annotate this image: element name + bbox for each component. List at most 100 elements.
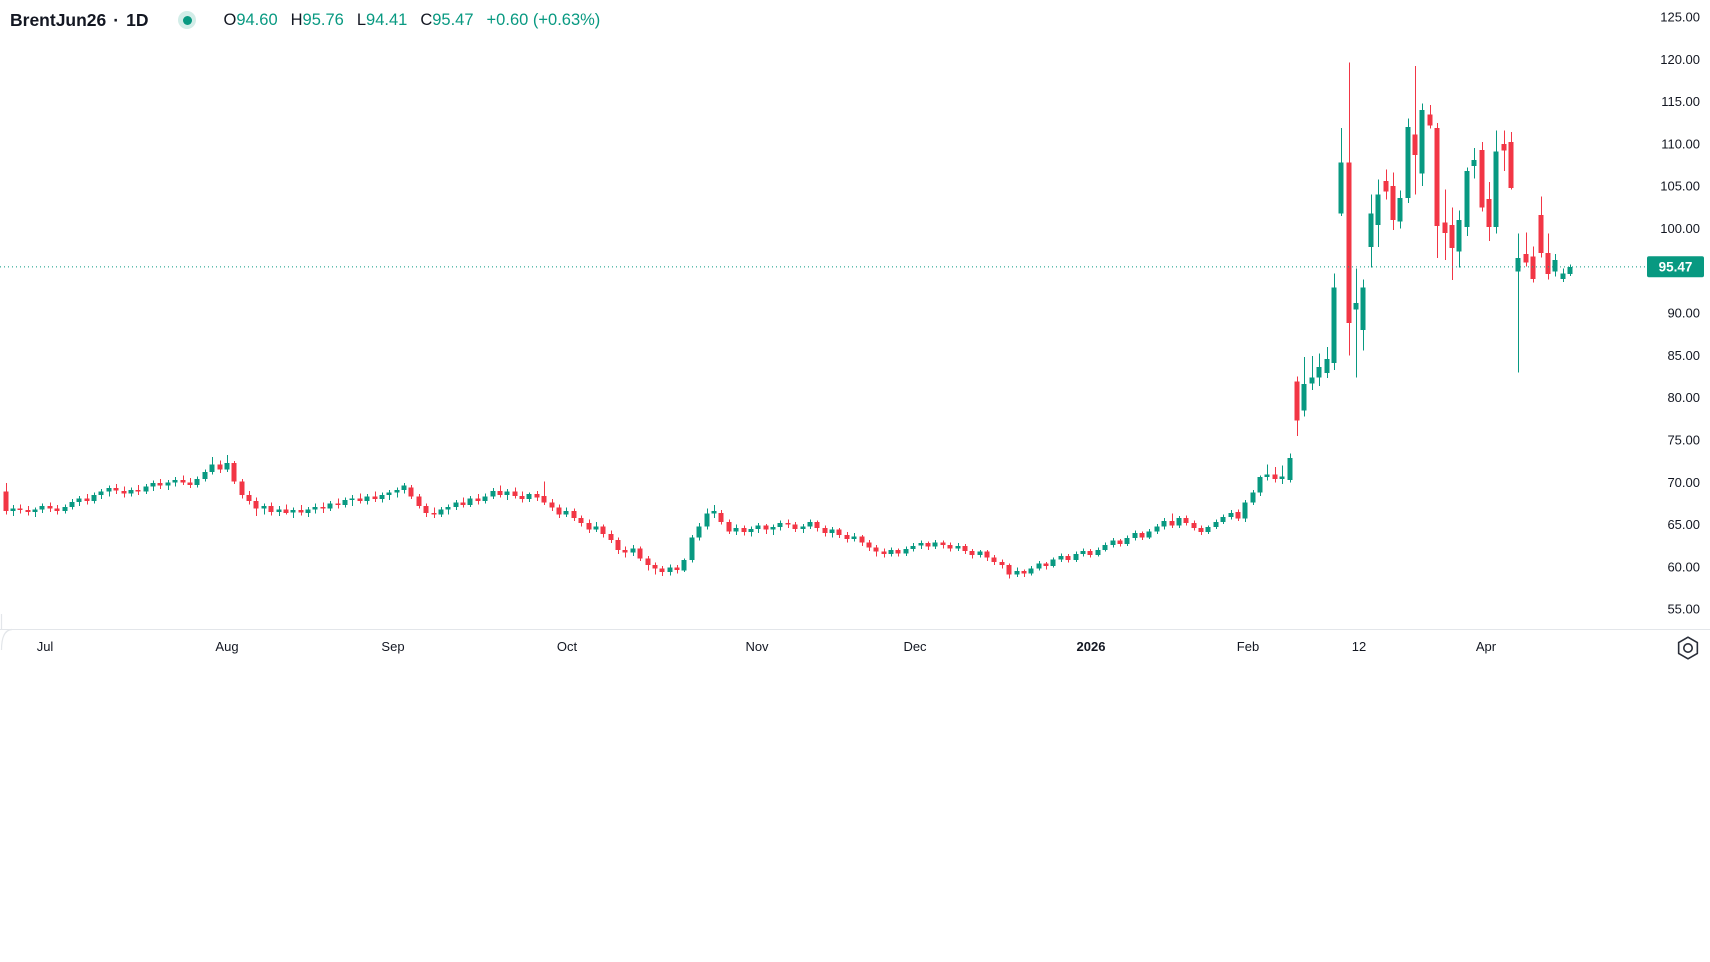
candle-body xyxy=(490,490,496,497)
candle-body xyxy=(1508,142,1514,188)
candle-body xyxy=(342,500,348,506)
candle-body xyxy=(209,464,215,473)
candle-body xyxy=(932,542,938,547)
candle-body xyxy=(17,508,23,511)
candle-body xyxy=(1279,476,1285,479)
candle-body xyxy=(76,498,82,502)
candle-body xyxy=(1316,367,1322,378)
candle-body xyxy=(98,491,104,495)
candle-body xyxy=(652,565,658,569)
candle-body xyxy=(888,550,894,555)
candle-body xyxy=(556,507,562,515)
candle-body xyxy=(1360,287,1366,330)
candle-body xyxy=(696,526,702,538)
candle-body xyxy=(895,550,901,554)
candle-body xyxy=(1043,563,1049,566)
candle-body xyxy=(1560,273,1566,280)
candle-body xyxy=(121,490,127,494)
price-tick-label: 115.00 xyxy=(1661,94,1700,109)
candle-body xyxy=(1264,474,1270,478)
symbol-title[interactable]: BrentJun26 · 1D xyxy=(10,10,148,31)
candle-body xyxy=(549,502,555,508)
candle-body xyxy=(1205,527,1211,533)
candle-body xyxy=(1346,162,1352,324)
candle-body xyxy=(593,526,599,530)
candle-body xyxy=(645,558,651,566)
last-price-tag-value: 95.47 xyxy=(1659,259,1693,274)
price-tick-label: 70.00 xyxy=(1667,475,1700,490)
candle-body xyxy=(1191,522,1197,528)
candle-body xyxy=(718,512,724,523)
candle-body xyxy=(253,500,259,509)
candle-body xyxy=(276,509,282,512)
candle-body xyxy=(689,537,695,561)
candle-body xyxy=(637,548,643,559)
candle-body xyxy=(1228,512,1234,517)
candle-body xyxy=(733,528,739,532)
candle-body xyxy=(925,543,931,547)
candle-body xyxy=(674,567,680,571)
candle-body xyxy=(1324,358,1330,374)
candle-body xyxy=(969,550,975,555)
candle-body xyxy=(312,506,318,510)
price-scale[interactable]: 125.00 120.00 115.00 110.00 105.00 100.00 90.0… xyxy=(1660,10,1700,617)
candles-layer[interactable] xyxy=(3,62,1573,579)
time-tick-label: 12 xyxy=(1352,639,1366,654)
candle-body xyxy=(947,544,953,549)
candle-body xyxy=(69,501,75,507)
candle-body xyxy=(1028,568,1034,574)
candle-body xyxy=(1501,143,1507,151)
candle-body xyxy=(578,517,584,523)
candle-body xyxy=(1397,198,1403,222)
candle-body xyxy=(615,539,621,550)
candle-body xyxy=(1272,474,1278,479)
price-tick-label: 120.00 xyxy=(1660,52,1700,67)
candle-body xyxy=(777,522,783,528)
candle-body xyxy=(1456,220,1462,252)
candle-body xyxy=(113,488,119,491)
time-tick-label: Aug xyxy=(215,639,238,654)
interval-label[interactable]: 1D xyxy=(126,9,149,30)
candle-body xyxy=(800,526,806,529)
candle-body xyxy=(1287,457,1293,480)
candle-body xyxy=(423,506,429,513)
candle-body xyxy=(283,509,289,513)
candle-body xyxy=(1309,377,1315,384)
candle-body xyxy=(165,482,171,486)
candle-body xyxy=(305,509,311,513)
candle-body xyxy=(1383,181,1389,192)
candle-body xyxy=(157,483,163,486)
candle-body xyxy=(1036,563,1042,569)
price-tick-label: 55.00 xyxy=(1667,602,1700,617)
candle-body xyxy=(770,527,776,530)
candle-body xyxy=(202,472,208,479)
time-scale[interactable]: Jul Aug Sep Oct Nov Dec 2026 Feb 12 Apr xyxy=(37,639,1497,654)
candle-body xyxy=(1434,127,1440,226)
candle-body xyxy=(1117,540,1123,545)
candle-body xyxy=(1338,162,1344,214)
candle-body xyxy=(1242,502,1248,519)
candle-body xyxy=(512,491,518,496)
timescale-settings-button[interactable] xyxy=(1674,634,1702,662)
market-open-dot-icon xyxy=(182,15,192,25)
price-tick-label: 60.00 xyxy=(1667,559,1700,574)
candle-body xyxy=(143,486,149,492)
candle-body xyxy=(541,495,547,503)
candle-body xyxy=(526,494,532,500)
candle-body xyxy=(1471,160,1477,166)
candle-body xyxy=(571,511,577,518)
candle-body xyxy=(187,482,193,485)
candle-body xyxy=(940,542,946,545)
time-tick-label: Sep xyxy=(381,639,404,654)
candle-body xyxy=(1065,555,1071,561)
time-tick-label: Feb xyxy=(1237,639,1259,654)
candle-body xyxy=(962,545,968,551)
candle-body xyxy=(379,495,385,500)
candle-body xyxy=(1213,522,1219,528)
candle-body xyxy=(1427,114,1433,126)
candle-body xyxy=(1530,256,1536,280)
candle-body xyxy=(829,529,835,534)
candle-body xyxy=(851,536,857,539)
ohlc-high: H95.76 xyxy=(290,10,344,29)
